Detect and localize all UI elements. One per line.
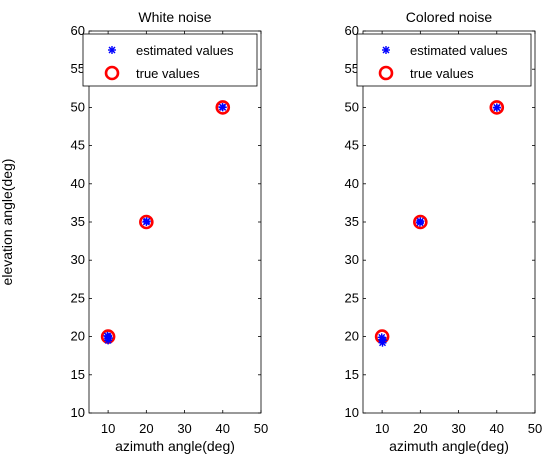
x-tick-label: 50 <box>254 421 268 436</box>
x-tick-label: 30 <box>451 421 465 436</box>
y-tick-label: 35 <box>345 214 359 229</box>
y-tick-label: 45 <box>71 138 85 153</box>
star-stroke <box>108 46 116 54</box>
y-tick-label: 30 <box>71 252 85 267</box>
legend-circle-icon <box>104 65 120 81</box>
true-value-marker <box>413 214 428 230</box>
legend-label: estimated values <box>410 43 508 58</box>
y-tick-label: 35 <box>71 214 85 229</box>
y-tick-label: 40 <box>71 176 85 191</box>
estimated-value-marker <box>377 333 386 342</box>
y-tick-label: 60 <box>71 23 85 38</box>
star-stroke <box>493 104 501 112</box>
y-tick-label: 55 <box>345 61 359 76</box>
chart-title: Colored noise <box>406 9 493 25</box>
y-tick-label: 10 <box>345 405 359 420</box>
true-value-marker <box>215 100 231 115</box>
legend-star-icon <box>108 46 116 54</box>
chart-panel-1: 10 15 20 25 30 35 40 45 50 55 60 10 20 30 40 50 White no… <box>0 9 268 454</box>
chart-panel-2: 10 15 20 25 30 35 40 45 50 55 60 10 20 30 40 50 Colored … <box>345 9 543 454</box>
y-tick-label: 20 <box>71 329 85 344</box>
y-tick-label: 50 <box>345 99 359 114</box>
y-tick-label: 25 <box>345 290 359 305</box>
y-tick-label: 55 <box>71 61 85 76</box>
star-stroke <box>379 336 387 344</box>
x-tick-label: 20 <box>413 421 427 436</box>
x-tick-label: 10 <box>101 421 115 436</box>
y-tick-label: 30 <box>345 252 359 267</box>
y-tick-label: 40 <box>345 176 359 191</box>
legend: estimated values true values <box>82 33 258 87</box>
estimated-value-marker <box>218 103 227 112</box>
estimated-value-marker <box>142 217 151 226</box>
x-tick-label: 40 <box>216 421 230 436</box>
legend-circle-icon <box>378 65 394 81</box>
y-tick-label: 25 <box>71 290 85 305</box>
legend-box <box>82 33 258 87</box>
y-tick-label: 50 <box>71 99 85 114</box>
x-tick-label: 50 <box>528 421 542 436</box>
estimated-value-marker <box>103 331 112 340</box>
x-tick-label: 10 <box>375 421 389 436</box>
star-stroke <box>103 332 111 340</box>
y-axis-label: elevation angle(deg) <box>0 159 15 286</box>
legend-label: true values <box>410 66 474 81</box>
star-stroke <box>378 333 386 341</box>
estimated-value-marker <box>379 336 388 345</box>
star-stroke <box>416 219 424 227</box>
legend: estimated values true values <box>356 33 532 87</box>
legend-star-icon <box>382 46 390 54</box>
star-stroke <box>143 217 151 225</box>
chart-title: White noise <box>138 9 211 25</box>
true-value-marker <box>139 214 154 230</box>
y-tick-label: 20 <box>345 329 359 344</box>
y-tick-label: 45 <box>345 138 359 153</box>
y-tick-label: 15 <box>71 367 85 382</box>
y-tick-label: 60 <box>345 23 359 38</box>
plot-area <box>362 30 536 414</box>
star-stroke <box>218 103 226 111</box>
estimated-value-marker <box>415 218 424 227</box>
x-axis-label: azimuth angle(deg) <box>389 438 509 454</box>
y-tick-label: 10 <box>71 405 85 420</box>
legend-box <box>356 33 532 87</box>
x-axis-label: azimuth angle(deg) <box>115 438 235 454</box>
plot-area <box>88 30 262 414</box>
x-tick-label: 30 <box>177 421 191 436</box>
star-stroke <box>382 46 390 54</box>
y-tick-label: 15 <box>345 367 359 382</box>
x-tick-label: 40 <box>490 421 504 436</box>
legend-label: estimated values <box>136 43 234 58</box>
x-tick-label: 20 <box>139 421 153 436</box>
estimated-value-marker <box>492 103 501 112</box>
legend-label: true values <box>136 66 200 81</box>
true-value-marker <box>489 100 505 115</box>
